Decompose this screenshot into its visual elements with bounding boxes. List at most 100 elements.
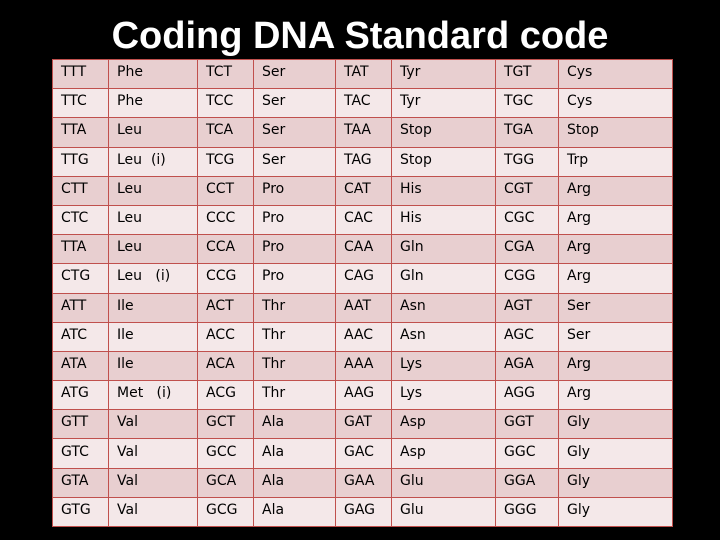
codon-cell: TTT xyxy=(52,58,109,90)
amino-acid-cell: Ile xyxy=(108,350,198,382)
codon-cell: ATT xyxy=(52,292,109,323)
codon-cell: GAC xyxy=(335,438,392,469)
amino-acid-cell: Arg xyxy=(558,234,673,265)
table-row: TTC Phe TCC Ser TAC Tyr TGC Cys xyxy=(52,88,673,119)
amino-acid-cell: His xyxy=(391,175,496,206)
amino-acid-cell: Val xyxy=(108,467,198,498)
codon-cell: GAG xyxy=(335,496,392,528)
table-row: TTA Leu TCA Ser TAA Stop TGA Stop xyxy=(52,117,673,148)
table-row: GTG Val GCG Ala GAG Glu GGG Gly xyxy=(52,496,673,528)
amino-acid-cell: Asp xyxy=(391,438,496,469)
codon-cell: GTT xyxy=(52,409,109,440)
amino-acid-cell: Asp xyxy=(391,409,496,440)
amino-acid-cell: Gly xyxy=(558,409,673,440)
amino-acid-cell: Val xyxy=(108,496,198,528)
codon-cell: TAG xyxy=(335,146,392,177)
amino-acid-cell: Leu (i) xyxy=(108,263,198,294)
codon-cell: ATC xyxy=(52,321,109,352)
amino-acid-cell: Gly xyxy=(558,438,673,469)
codon-cell: GCC xyxy=(197,438,254,469)
codon-cell: ATA xyxy=(52,350,109,382)
amino-acid-cell: Phe xyxy=(108,58,198,90)
codon-cell: AAG xyxy=(335,380,392,411)
codon-cell: CGC xyxy=(495,204,559,236)
codon-cell: AAC xyxy=(335,321,392,352)
codon-cell: CAG xyxy=(335,263,392,294)
amino-acid-cell: Stop xyxy=(391,117,496,148)
amino-acid-cell: Tyr xyxy=(391,58,496,90)
codon-cell: AGT xyxy=(495,292,559,323)
codon-cell: CCA xyxy=(197,234,254,265)
codon-cell: CTC xyxy=(52,204,109,236)
amino-acid-cell: Ala xyxy=(253,467,336,498)
codon-cell: GAT xyxy=(335,409,392,440)
codon-cell: AGG xyxy=(495,380,559,411)
table-row: TTG Leu (i) TCG Ser TAG Stop TGG Trp xyxy=(52,146,673,177)
codon-cell: AGA xyxy=(495,350,559,382)
codon-cell: CGG xyxy=(495,263,559,294)
codon-cell: AAA xyxy=(335,350,392,382)
amino-acid-cell: Ala xyxy=(253,438,336,469)
amino-acid-cell: Thr xyxy=(253,321,336,352)
amino-acid-cell: Ser xyxy=(558,292,673,323)
codon-cell: CGA xyxy=(495,234,559,265)
codon-cell: TAA xyxy=(335,117,392,148)
codon-cell: CTT xyxy=(52,175,109,206)
codon-cell: TTA xyxy=(52,117,109,148)
amino-acid-cell: Arg xyxy=(558,263,673,294)
codon-cell: GCA xyxy=(197,467,254,498)
codon-cell: GTG xyxy=(52,496,109,528)
table-row: CTC Leu CCC Pro CAC His CGC Arg xyxy=(52,204,673,236)
codon-cell: CTG xyxy=(52,263,109,294)
amino-acid-cell: Ser xyxy=(558,321,673,352)
amino-acid-cell: Ser xyxy=(253,88,336,119)
codon-cell: GGG xyxy=(495,496,559,528)
codon-cell: TGC xyxy=(495,88,559,119)
codon-cell: TAC xyxy=(335,88,392,119)
codon-table-body: TTT Phe TCT Ser TAT Tyr TGT Cys TTC Phe TCC Ser TAC T… xyxy=(52,58,673,528)
codon-cell: CAC xyxy=(335,204,392,236)
amino-acid-cell: Asn xyxy=(391,321,496,352)
codon-cell: CAT xyxy=(335,175,392,206)
codon-cell: CCT xyxy=(197,175,254,206)
amino-acid-cell: Lys xyxy=(391,380,496,411)
table-row: ATT Ile ACT Thr AAT Asn AGT Ser xyxy=(52,292,673,323)
amino-acid-cell: Glu xyxy=(391,496,496,528)
amino-acid-cell: Gln xyxy=(391,234,496,265)
amino-acid-cell: Lys xyxy=(391,350,496,382)
amino-acid-cell: Gly xyxy=(558,496,673,528)
amino-acid-cell: Val xyxy=(108,438,198,469)
amino-acid-cell: Leu xyxy=(108,204,198,236)
amino-acid-cell: Ala xyxy=(253,496,336,528)
codon-cell: ACG xyxy=(197,380,254,411)
amino-acid-cell: Ala xyxy=(253,409,336,440)
table-row: CTT Leu CCT Pro CAT His CGT Arg xyxy=(52,175,673,206)
amino-acid-cell: Pro xyxy=(253,175,336,206)
table-row: GTC Val GCC Ala GAC Asp GGC Gly xyxy=(52,438,673,469)
codon-cell: GCG xyxy=(197,496,254,528)
codon-cell: TGA xyxy=(495,117,559,148)
codon-cell: CGT xyxy=(495,175,559,206)
codon-cell: TCA xyxy=(197,117,254,148)
amino-acid-cell: Arg xyxy=(558,380,673,411)
amino-acid-cell: Thr xyxy=(253,350,336,382)
codon-cell: ACC xyxy=(197,321,254,352)
table-row: ATG Met (i) ACG Thr AAG Lys AGG Arg xyxy=(52,380,673,411)
table-row: CTG Leu (i) CCG Pro CAG Gln CGG Arg xyxy=(52,263,673,294)
amino-acid-cell: Met (i) xyxy=(108,380,198,411)
codon-cell: GCT xyxy=(197,409,254,440)
amino-acid-cell: Val xyxy=(108,409,198,440)
codon-cell: GAA xyxy=(335,467,392,498)
amino-acid-cell: Gln xyxy=(391,263,496,294)
codon-cell: TGG xyxy=(495,146,559,177)
table-row: GTT Val GCT Ala GAT Asp GGT Gly xyxy=(52,409,673,440)
codon-cell: ACT xyxy=(197,292,254,323)
codon-table: TTT Phe TCT Ser TAT Tyr TGT Cys TTC Phe TCC Ser TAC T… xyxy=(52,58,673,528)
codon-cell: TCG xyxy=(197,146,254,177)
table-row: ATC Ile ACC Thr AAC Asn AGC Ser xyxy=(52,321,673,352)
codon-cell: TTA xyxy=(52,234,109,265)
codon-cell: CCG xyxy=(197,263,254,294)
table-row: TTT Phe TCT Ser TAT Tyr TGT Cys xyxy=(52,58,673,90)
amino-acid-cell: Thr xyxy=(253,380,336,411)
amino-acid-cell: Leu xyxy=(108,175,198,206)
